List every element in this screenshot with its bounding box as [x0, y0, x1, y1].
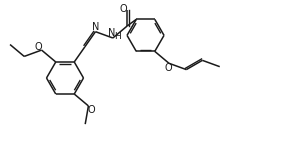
- Text: H: H: [114, 32, 121, 41]
- Text: O: O: [88, 105, 95, 115]
- Text: O: O: [35, 42, 42, 52]
- Text: N: N: [108, 28, 116, 38]
- Text: O: O: [120, 4, 127, 14]
- Text: N: N: [92, 22, 99, 32]
- Text: O: O: [164, 63, 172, 73]
